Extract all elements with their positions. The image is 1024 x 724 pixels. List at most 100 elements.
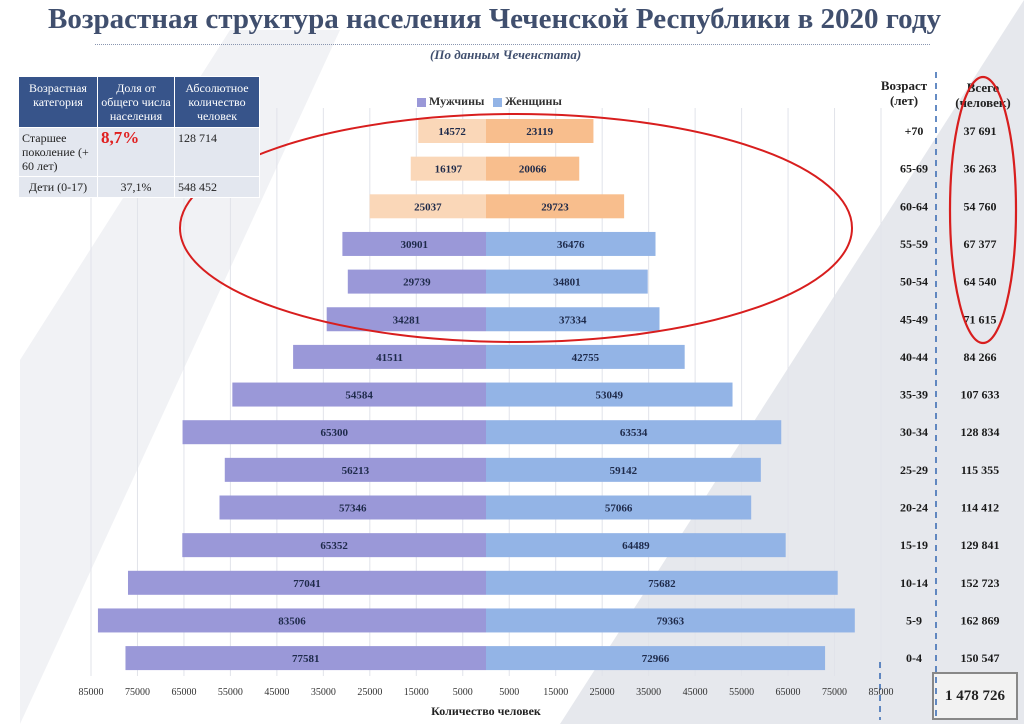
- totals-highlight-ellipse: [948, 75, 1018, 345]
- row-total-label: 152 723: [961, 576, 1000, 590]
- age-column-header: Возраст (лет): [880, 78, 928, 108]
- female-value-label: 36476: [557, 239, 585, 251]
- age-category-label: 15-19: [900, 538, 928, 552]
- male-value-label: 65352: [320, 540, 348, 552]
- legend-female: Женщины: [493, 94, 562, 109]
- age-category-label: 25-29: [900, 463, 928, 477]
- total-column-header: Всего (человек): [955, 80, 1011, 110]
- row-total-label: 84 266: [964, 350, 997, 364]
- female-bar: [486, 570, 838, 595]
- table-header-row: Возрастная категория Доля от общего числ…: [18, 76, 260, 128]
- male-value-label: 14572: [438, 126, 466, 138]
- grand-total-value: 1 478 726: [945, 687, 1005, 704]
- male-value-label: 30901: [400, 239, 428, 251]
- x-tick-label: 35000: [311, 687, 336, 698]
- age-category-label: 20-24: [900, 501, 928, 515]
- row-total-label: 129 841: [961, 538, 1000, 552]
- female-value-label: 63534: [620, 427, 648, 439]
- age-category-label: 35-39: [900, 388, 928, 402]
- x-tick-label: 5000: [453, 687, 473, 698]
- x-tick-label: 75000: [822, 687, 847, 698]
- male-bar: [347, 269, 486, 294]
- row-total-label: 64 540: [964, 275, 997, 289]
- male-value-label: 16197: [435, 164, 463, 176]
- x-tick-label: 15000: [404, 687, 429, 698]
- female-bar: [486, 608, 855, 633]
- male-bar: [127, 570, 487, 595]
- row-total-label: 150 547: [961, 651, 1000, 665]
- x-tick-label: 45000: [264, 687, 289, 698]
- age-category-table: Возрастная категория Доля от общего числ…: [18, 76, 260, 198]
- male-value-label: 56213: [342, 465, 370, 477]
- x-tick-label: 15000: [543, 687, 568, 698]
- row-total-label: 115 355: [961, 463, 999, 477]
- female-bar: [486, 533, 786, 558]
- female-bar: [486, 457, 761, 482]
- title-divider: [95, 44, 930, 45]
- table-header-share: Доля от общего числа населения: [97, 76, 175, 128]
- x-tick-label: 5000: [499, 687, 519, 698]
- table-cell-category: Старшее поколение (+ 60 лет): [18, 127, 98, 177]
- female-bar: [486, 382, 733, 407]
- female-value-label: 37334: [559, 314, 587, 326]
- female-bar: [486, 194, 625, 219]
- male-bar: [219, 495, 486, 520]
- page-title: Возрастная структура населения Чеченской…: [48, 3, 942, 35]
- female-value-label: 20066: [519, 164, 547, 176]
- male-bar: [342, 231, 486, 256]
- table-cell-count: 128 714: [174, 127, 260, 177]
- female-value-label: 59142: [610, 465, 638, 477]
- male-bar: [410, 156, 486, 181]
- legend-female-label: Женщины: [505, 94, 562, 108]
- row-total-label: 54 760: [964, 199, 997, 213]
- legend-male-label: Мужчины: [429, 94, 485, 108]
- table-cell-share: 8,7%: [97, 127, 175, 177]
- row-total-label: 114 412: [961, 501, 999, 515]
- male-value-label: 41511: [376, 352, 403, 364]
- female-bar: [486, 231, 656, 256]
- female-value-label: 57066: [605, 503, 633, 515]
- row-total-label: 67 377: [964, 237, 997, 251]
- x-tick-label: 25000: [590, 687, 615, 698]
- male-bar: [232, 382, 486, 407]
- male-value-label: 57346: [339, 503, 367, 515]
- male-bar: [369, 194, 486, 219]
- female-value-label: 23119: [526, 126, 553, 138]
- male-value-label: 77041: [293, 578, 321, 590]
- female-bar: [486, 307, 660, 332]
- male-bar: [182, 420, 486, 445]
- female-bar: [486, 119, 594, 143]
- female-value-label: 29723: [541, 201, 569, 213]
- x-tick-label: 85000: [79, 687, 104, 698]
- age-category-label: 0-4: [906, 651, 922, 665]
- table-header-count: Абсолютное количество человек: [174, 76, 260, 128]
- male-bar: [224, 457, 486, 482]
- row-total-label: 162 869: [961, 613, 1000, 627]
- female-bar: [486, 420, 782, 445]
- male-value-label: 34281: [393, 314, 421, 326]
- legend-male-swatch: [417, 97, 426, 107]
- row-total-label: 71 615: [964, 312, 997, 326]
- male-bar: [125, 646, 486, 671]
- female-value-label: 75682: [648, 578, 676, 590]
- age-category-label: 5-9: [906, 613, 922, 627]
- male-value-label: 25037: [414, 201, 442, 213]
- age-category-label: 10-14: [900, 576, 928, 590]
- female-bar: [486, 344, 685, 369]
- highlight-ellipse: [179, 113, 853, 343]
- age-category-label: 30-34: [900, 425, 928, 439]
- x-tick-label: 55000: [729, 687, 754, 698]
- male-value-label: 29739: [403, 277, 431, 289]
- x-tick-label: 75000: [125, 687, 150, 698]
- female-bar: [486, 495, 752, 520]
- x-tick-label: 35000: [636, 687, 661, 698]
- legend-male: Мужчины: [417, 94, 484, 109]
- male-bar: [293, 344, 486, 369]
- male-value-label: 83506: [278, 615, 306, 627]
- male-bar: [418, 119, 486, 143]
- table-cell-category: Дети (0-17): [18, 176, 98, 198]
- female-bar: [486, 646, 826, 671]
- male-bar: [97, 608, 487, 633]
- x-tick-label: 65000: [776, 687, 801, 698]
